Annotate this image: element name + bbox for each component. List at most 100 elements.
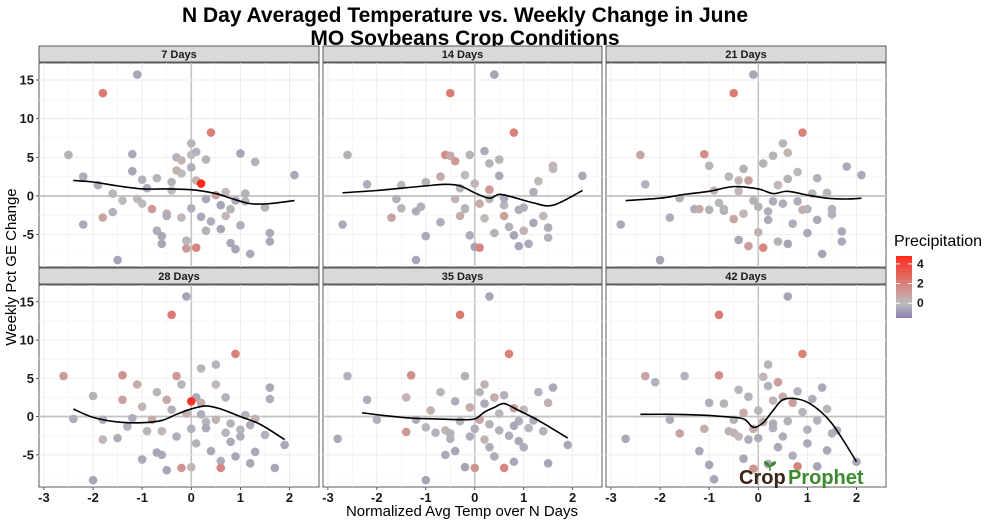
data-point xyxy=(812,215,822,225)
data-point xyxy=(534,176,543,186)
data-point xyxy=(460,170,470,180)
data-point xyxy=(812,416,822,425)
data-point xyxy=(221,211,230,221)
legend-tick-label: 0 xyxy=(917,296,924,310)
data-point xyxy=(231,349,240,359)
data-point xyxy=(798,407,807,417)
data-point xyxy=(650,377,660,387)
panel-strip-label: 42 Days xyxy=(725,271,767,283)
data-point xyxy=(128,149,137,159)
data-point xyxy=(808,394,817,404)
data-point xyxy=(182,244,191,253)
data-point xyxy=(704,205,714,215)
data-point xyxy=(436,172,445,181)
data-point xyxy=(196,364,206,373)
data-point xyxy=(504,431,514,441)
data-point xyxy=(485,185,494,195)
data-point xyxy=(465,150,475,160)
data-point xyxy=(758,372,768,382)
data-point xyxy=(812,462,822,471)
data-point xyxy=(216,456,226,466)
data-point xyxy=(206,217,216,226)
data-point xyxy=(509,231,519,240)
y-tick-label: -5 xyxy=(22,447,34,462)
data-point xyxy=(362,180,372,189)
data-point xyxy=(616,220,626,229)
data-point xyxy=(236,220,245,230)
data-point xyxy=(172,371,181,381)
data-point xyxy=(231,244,240,254)
data-point xyxy=(455,211,465,221)
data-point xyxy=(509,457,519,467)
panel-strip xyxy=(322,267,603,285)
data-point xyxy=(739,408,748,418)
data-point xyxy=(108,207,117,217)
panel-strip xyxy=(322,45,603,63)
data-point xyxy=(226,238,235,248)
data-point xyxy=(128,413,137,423)
data-point xyxy=(177,156,186,165)
data-point xyxy=(221,187,230,197)
data-point xyxy=(236,432,245,441)
data-point xyxy=(186,163,196,172)
data-point xyxy=(480,380,489,389)
y-tick-label: 10 xyxy=(20,111,34,126)
data-point xyxy=(162,211,172,221)
data-point xyxy=(265,228,275,238)
data-point xyxy=(142,426,152,436)
data-point xyxy=(167,186,176,195)
x-tick-label: 2 xyxy=(569,490,576,505)
data-point xyxy=(460,204,470,214)
data-point xyxy=(490,452,499,461)
precipitation-legend: Precipitation 4 2 0 xyxy=(894,233,982,318)
data-point xyxy=(98,213,108,222)
data-point xyxy=(245,249,255,259)
data-point xyxy=(191,147,201,157)
data-point xyxy=(480,214,489,223)
panel-strip-label: 28 Days xyxy=(158,271,200,283)
data-point xyxy=(78,220,88,229)
data-point xyxy=(186,424,196,434)
data-point xyxy=(201,226,211,235)
data-point xyxy=(490,393,499,402)
data-point xyxy=(753,202,763,212)
panel-strip-label: 21 Days xyxy=(725,49,767,61)
data-point xyxy=(191,439,201,448)
smooth-trend-line xyxy=(640,397,858,463)
data-point xyxy=(392,194,401,204)
data-point xyxy=(704,398,714,408)
data-point xyxy=(157,450,167,460)
data-point xyxy=(201,194,211,204)
data-point xyxy=(803,228,812,238)
data-point xyxy=(470,424,480,434)
data-point xyxy=(455,310,465,320)
data-point xyxy=(778,432,788,441)
chart-title-line-2: MO Soybeans Crop Conditions xyxy=(310,27,619,50)
panel-strip xyxy=(605,267,887,285)
data-point xyxy=(494,409,504,418)
data-point xyxy=(265,237,275,246)
logo-text-crop: Crop xyxy=(739,467,786,489)
data-point xyxy=(137,402,147,411)
data-point xyxy=(113,255,122,265)
data-point xyxy=(445,434,455,444)
data-point xyxy=(186,139,196,148)
x-tick-label: 1 xyxy=(804,490,811,505)
data-point xyxy=(499,390,509,400)
data-point xyxy=(177,463,186,473)
data-point xyxy=(768,151,778,161)
data-point xyxy=(78,172,88,181)
x-tick-label: 0 xyxy=(755,490,762,505)
data-point xyxy=(719,399,729,408)
data-point xyxy=(460,371,470,381)
data-point xyxy=(137,175,147,184)
data-point xyxy=(524,423,533,433)
y-tick-label: 0 xyxy=(27,409,34,424)
data-point xyxy=(157,239,167,249)
data-point xyxy=(504,349,514,359)
data-point xyxy=(411,255,421,265)
data-point xyxy=(704,161,714,171)
data-point xyxy=(768,396,778,405)
panel-strip-label: 14 Days xyxy=(442,49,484,61)
